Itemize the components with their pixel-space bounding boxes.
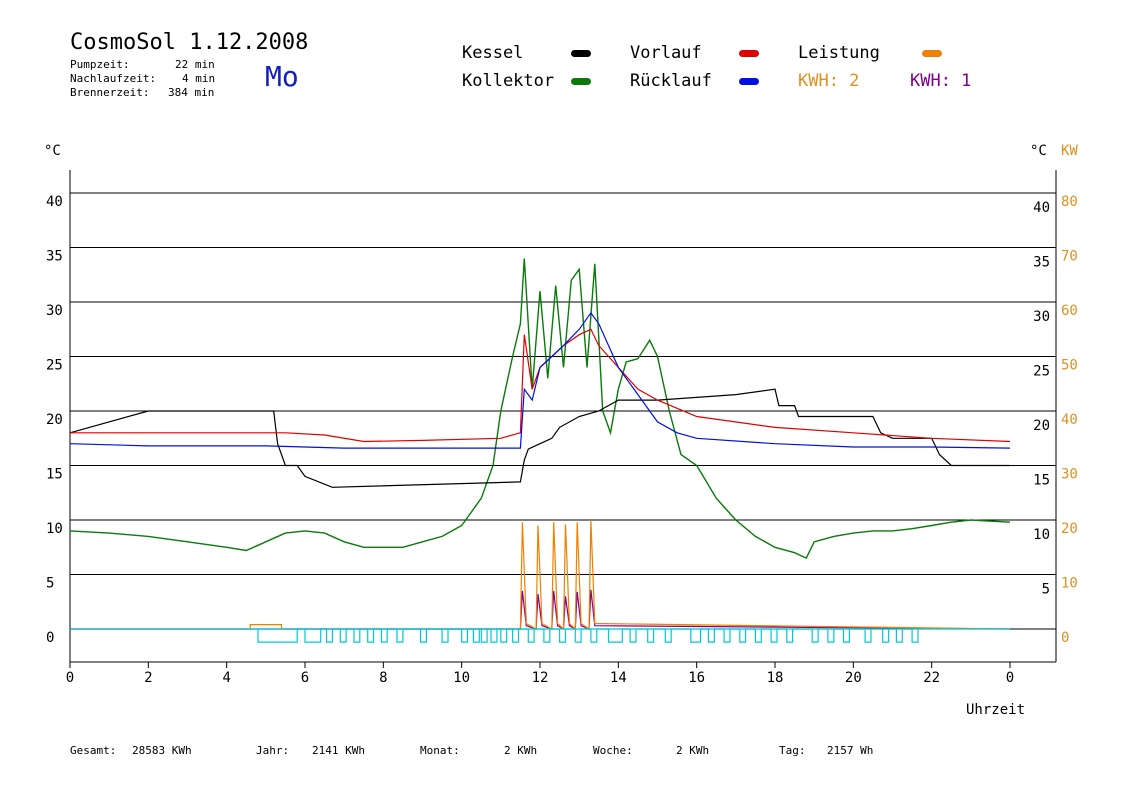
y-kw-tick-label: 80	[1061, 194, 1078, 210]
series-line-kwh1	[70, 589, 1011, 630]
y-kw-tick-label: 60	[1061, 303, 1078, 319]
legend-vorlauf-swatch	[739, 50, 759, 57]
x-tick-label: 12	[532, 670, 549, 686]
footer-monat-label: Monat:	[420, 744, 460, 757]
stat-nachlaufzeit-value: 4 min	[182, 72, 216, 85]
y-right-tick-label: 25	[1033, 364, 1050, 380]
chart-frame	[69, 170, 1057, 668]
legend-ruecklauf-label: Rücklauf	[630, 71, 712, 91]
y-kw-tick-label: 40	[1061, 412, 1078, 428]
y-left-tick-label: 0	[46, 630, 54, 646]
y-kw-tick-label: 0	[1061, 630, 1069, 646]
y-left-tick-label: 25	[46, 358, 63, 374]
x-tick-label: 0	[1006, 670, 1014, 686]
y-kw-tick-label: 70	[1061, 249, 1078, 265]
footer-jahr-label: Jahr:	[256, 744, 290, 757]
y-right-tick-label: 20	[1033, 418, 1050, 434]
chart-grid	[70, 192, 1056, 575]
y-right-tick-label: 30	[1033, 309, 1050, 325]
stat-brennerzeit-value: 384 min	[168, 86, 215, 99]
y-left-tick-label: 10	[46, 521, 63, 537]
y-kw-unit: KW	[1061, 143, 1078, 159]
series-line-kessel	[69, 388, 1010, 488]
footer-monat-value: 2 KWh	[504, 744, 538, 757]
y-kw-tick-label: 20	[1061, 521, 1078, 537]
y-left-tick-label: 40	[46, 194, 63, 210]
footer-woche-label: Woche:	[593, 744, 633, 757]
x-tick-label: 10	[453, 670, 470, 686]
y-right-unit: °C	[1030, 143, 1047, 159]
legend-leistung-label: Leistung	[798, 43, 880, 63]
y-left-tick-label: 15	[46, 467, 63, 483]
pump-pulses	[257, 628, 919, 643]
footer-gesamt-value: 28583 KWh	[132, 744, 192, 757]
legend-kollektor-swatch	[571, 78, 591, 85]
y-right-tick-label: 5	[1042, 582, 1050, 598]
stat-pumpzeit-value: 22 min	[175, 58, 215, 71]
y-right-tick-label: 10	[1033, 527, 1050, 543]
footer-jahr-value: 2141 KWh	[312, 744, 365, 757]
pump-layer	[70, 628, 1010, 643]
x-axis-label: Uhrzeit	[966, 702, 1026, 718]
legend-kollektor-label: Kollektor	[462, 71, 555, 91]
legend-vorlauf-label: Vorlauf	[630, 43, 702, 63]
footer-gesamt-label: Gesamt:	[70, 744, 117, 757]
series-line-ruecklauf	[69, 311, 1011, 449]
footer-tag-value: 2157 Wh	[827, 744, 874, 757]
y-right-tick-label: 15	[1033, 473, 1050, 489]
series-layer	[69, 258, 1011, 631]
y-left-tick-label: 35	[46, 249, 63, 265]
x-tick-label: 14	[610, 670, 627, 686]
stat-brennerzeit-label: Brennerzeit:	[70, 86, 150, 99]
stat-pumpzeit-label: Pumpzeit:	[70, 58, 130, 71]
legend-kessel-swatch	[571, 50, 591, 57]
labels-layer: 0 2 4 6 8 10 12 14 16 18 20 22 0 0 5 10 15 20 25 30 35 40 5 10 1…	[46, 194, 1078, 686]
y-kw-tick-label: 30	[1061, 467, 1078, 483]
stat-nachlaufzeit-label: Nachlaufzeit:	[70, 72, 157, 85]
x-tick-label: 8	[379, 670, 387, 686]
x-tick-label: 0	[66, 670, 74, 686]
y-left-unit: °C	[44, 143, 61, 159]
x-tick-label: 20	[845, 670, 862, 686]
footer-woche-value: 2 KWh	[676, 744, 710, 757]
y-right-tick-label: 35	[1033, 255, 1050, 271]
footer-tag-label: Tag:	[779, 744, 806, 757]
y-kw-tick-label: 10	[1061, 576, 1078, 592]
series-line-vorlauf	[70, 328, 1011, 443]
legend-ruecklauf-swatch	[739, 78, 759, 85]
y-left-tick-label: 20	[46, 412, 63, 428]
legend-kwh2-label: KWH: 2	[798, 71, 860, 91]
page-title: CosmoSol 1.12.2008	[70, 30, 309, 55]
weekday-label: Mo	[265, 60, 299, 93]
legend-kwh1-label: KWH: 1	[910, 71, 972, 91]
series-line-leistung	[70, 519, 1011, 631]
y-left-tick-label: 30	[46, 303, 63, 319]
y-right-tick-label: 40	[1033, 200, 1050, 216]
x-tick-label: 6	[301, 670, 309, 686]
x-tick-label: 4	[222, 670, 230, 686]
x-tick-label: 16	[688, 670, 705, 686]
x-tick-label: 2	[144, 670, 152, 686]
y-left-tick-label: 5	[46, 576, 54, 592]
x-tick-label: 18	[767, 670, 784, 686]
legend-kessel-label: Kessel	[462, 43, 524, 63]
x-tick-label: 22	[923, 670, 940, 686]
legend-leistung-swatch	[922, 50, 942, 57]
series-line-kollektor	[69, 258, 1011, 560]
y-kw-tick-label: 50	[1061, 358, 1078, 374]
